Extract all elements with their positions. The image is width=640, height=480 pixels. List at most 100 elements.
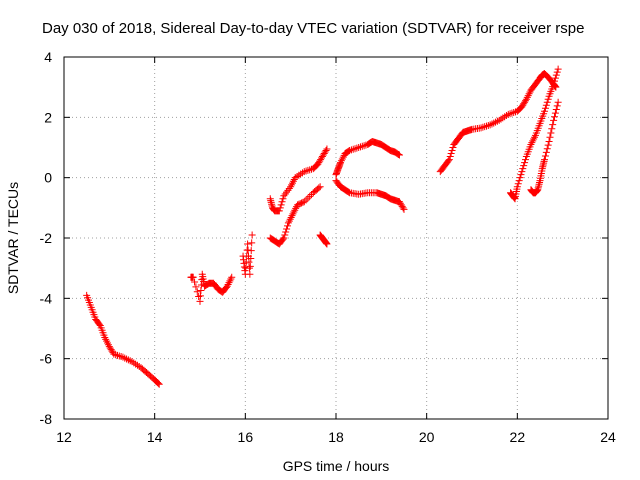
data-point: [344, 188, 352, 196]
data-point: [279, 235, 287, 243]
data-point: [400, 205, 408, 213]
data-point: [397, 201, 405, 209]
grid-lines: [64, 57, 608, 419]
data-point: [123, 355, 131, 363]
data-point: [298, 169, 306, 177]
data-point: [530, 135, 538, 143]
data-point: [516, 174, 524, 182]
x-tick-label: 22: [510, 429, 526, 445]
data-point: [519, 101, 527, 109]
data-point: [293, 172, 301, 180]
data-point: [522, 95, 530, 103]
data-point: [551, 113, 559, 121]
data-point: [287, 213, 295, 221]
data-point: [155, 380, 163, 388]
series-segment-h: [332, 177, 408, 213]
data-point: [246, 270, 254, 278]
data-point: [281, 231, 289, 239]
data-point: [396, 199, 404, 207]
data-point: [519, 165, 527, 173]
data-point: [227, 275, 235, 283]
data-point: [283, 222, 291, 230]
data-point: [245, 264, 253, 272]
data-point: [286, 215, 294, 223]
data-point: [477, 124, 485, 132]
data-point: [544, 141, 552, 149]
data-point: [360, 142, 368, 150]
data-point: [447, 150, 455, 158]
data-point: [543, 145, 551, 153]
data-point: [553, 102, 561, 110]
data-point: [297, 170, 305, 178]
y-tick-label: 2: [44, 109, 52, 125]
data-point: [551, 109, 559, 117]
data-point: [520, 162, 528, 170]
data-point: [542, 148, 550, 156]
data-point: [554, 98, 562, 106]
data-point: [300, 198, 308, 206]
data-point: [314, 160, 322, 168]
data-point: [300, 168, 308, 176]
data-point: [284, 219, 292, 227]
data-point: [317, 154, 325, 162]
data-point: [490, 119, 498, 127]
data-point: [323, 240, 331, 248]
data-point: [495, 116, 503, 124]
data-point: [446, 153, 454, 161]
x-tick-label: 12: [56, 429, 72, 445]
data-point: [323, 145, 331, 153]
data-point: [549, 121, 557, 129]
data-point: [445, 156, 453, 164]
data-point: [292, 204, 300, 212]
data-point: [554, 65, 562, 73]
data-point: [515, 177, 523, 185]
data-point: [320, 150, 328, 158]
series-segment-b: [187, 270, 236, 305]
data-point: [349, 145, 357, 153]
data-point: [484, 121, 492, 129]
data-point: [339, 153, 347, 161]
series-segment-f: [316, 231, 331, 248]
series-segment-g: [332, 137, 403, 179]
data-point: [552, 71, 560, 79]
data-point: [316, 183, 324, 191]
series-segment-d: [266, 145, 331, 215]
data-point: [510, 109, 518, 117]
data-point: [104, 341, 112, 349]
series-segment-k: [527, 98, 562, 197]
series-segment-i: [436, 70, 560, 176]
data-point: [502, 112, 510, 120]
data-point: [289, 177, 297, 185]
data-point: [248, 239, 256, 247]
data-point: [356, 143, 364, 151]
x-tick-label: 20: [419, 429, 435, 445]
data-point: [247, 255, 255, 263]
series-segment-c: [239, 231, 256, 278]
data-point: [527, 140, 535, 148]
data-point: [517, 171, 525, 179]
data-point: [347, 146, 355, 154]
data-point: [193, 288, 201, 296]
data-point: [398, 202, 406, 210]
data-point: [112, 351, 120, 359]
data-point: [222, 283, 230, 291]
data-point: [492, 118, 500, 126]
data-point: [355, 144, 363, 151]
data-point: [107, 346, 115, 354]
data-point: [488, 120, 496, 128]
data-point: [526, 88, 534, 96]
data-point: [104, 339, 112, 347]
data-point: [191, 278, 199, 286]
data-point: [224, 280, 232, 288]
data-point: [521, 156, 529, 164]
data-point: [106, 344, 114, 352]
data-point: [189, 273, 197, 281]
data-point: [285, 217, 293, 225]
data-point: [399, 204, 407, 212]
data-point: [351, 145, 359, 153]
data-point: [518, 103, 526, 111]
data-point: [153, 378, 161, 386]
data-point: [276, 204, 284, 212]
data-point: [95, 320, 103, 328]
data-point: [541, 107, 549, 115]
